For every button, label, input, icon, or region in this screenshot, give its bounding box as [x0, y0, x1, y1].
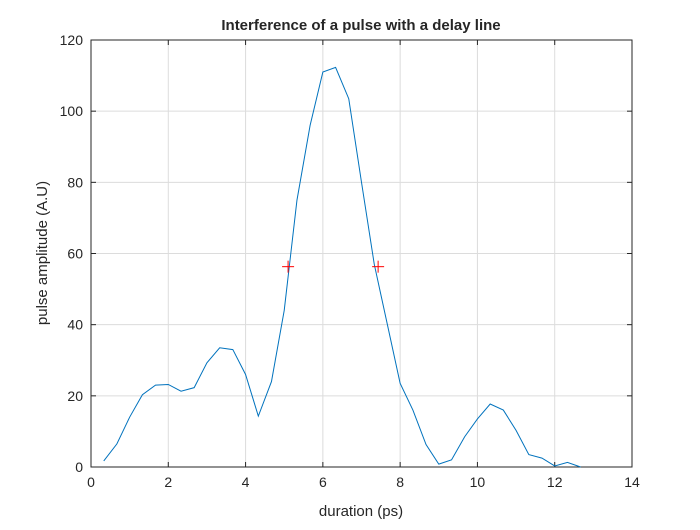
half-max-marker — [282, 260, 295, 273]
y-tick-label: 20 — [67, 388, 83, 404]
grid — [90, 39, 633, 468]
y-tick-label: 40 — [67, 317, 83, 333]
x-tick-label: 0 — [87, 474, 95, 490]
y-tick-label: 80 — [67, 174, 83, 190]
y-tick-label: 60 — [67, 246, 83, 262]
x-axis-label: duration (ps) — [319, 503, 403, 520]
y-tick-label: 100 — [60, 103, 84, 119]
half-max-marker — [372, 260, 385, 273]
x-tick-label: 10 — [470, 474, 486, 490]
x-tick-label: 2 — [164, 474, 172, 490]
y-axis-label: pulse amplitude (A.U) — [34, 181, 51, 325]
y-tick-label: 120 — [60, 32, 84, 48]
x-tick-label: 12 — [547, 474, 563, 490]
y-tick-label: 0 — [75, 459, 83, 475]
series-line-pulse — [103, 66, 581, 468]
x-tick-label: 8 — [396, 474, 404, 490]
x-tick-label: 14 — [624, 474, 640, 490]
axes-box — [90, 39, 633, 468]
x-tick-label: 4 — [242, 474, 250, 490]
chart-title: Interference of a pulse with a delay lin… — [221, 17, 500, 34]
x-tick-label: 6 — [319, 474, 327, 490]
markers — [282, 260, 385, 273]
ticks: 0 2 4 6 8 10 12 14 0 20 40 60 80 100 120 — [60, 32, 640, 490]
